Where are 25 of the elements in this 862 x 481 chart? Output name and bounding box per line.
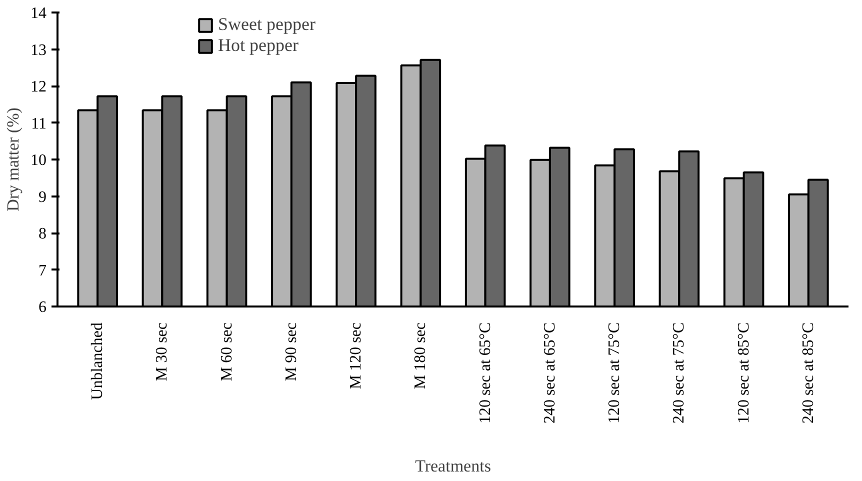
x-tick-label: M 180 sec	[412, 322, 430, 390]
x-axis-title: Treatments	[415, 456, 491, 476]
y-axis-title: Dry matter (%)	[4, 108, 22, 212]
y-tick-label: 14	[30, 5, 46, 22]
y-tick-label: 13	[30, 42, 46, 59]
legend-label: Sweet pepper	[218, 14, 316, 35]
x-tick-label: 120 sec at 65°C	[476, 322, 494, 424]
x-tick-label: 240 sec at 75°C	[670, 322, 688, 424]
x-tick-label: M 60 sec	[218, 322, 236, 382]
x-tick-label: 120 sec at 75°C	[606, 322, 624, 424]
y-tick-label: 8	[38, 226, 46, 242]
legend-label: Hot pepper	[218, 35, 298, 56]
y-tick-label: 6	[38, 299, 46, 316]
x-tick-label: M 90 sec	[282, 322, 300, 382]
x-tick-label: 240 sec at 85°C	[800, 322, 817, 424]
y-tick-label: 9	[38, 188, 46, 206]
x-tick-label: M 120 sec	[348, 322, 365, 390]
x-tick-label: 240 sec at 65°C	[541, 322, 558, 424]
x-tick-label: 120 sec at 85°C	[735, 322, 752, 424]
y-tick-label: 12	[30, 78, 46, 96]
x-tick-label: Unblanched	[89, 322, 106, 400]
x-tick-label: M 30 sec	[154, 322, 171, 382]
y-tick-label: 10	[30, 152, 46, 169]
y-tick-label: 11	[31, 115, 46, 132]
y-tick-label: 7	[38, 262, 46, 280]
